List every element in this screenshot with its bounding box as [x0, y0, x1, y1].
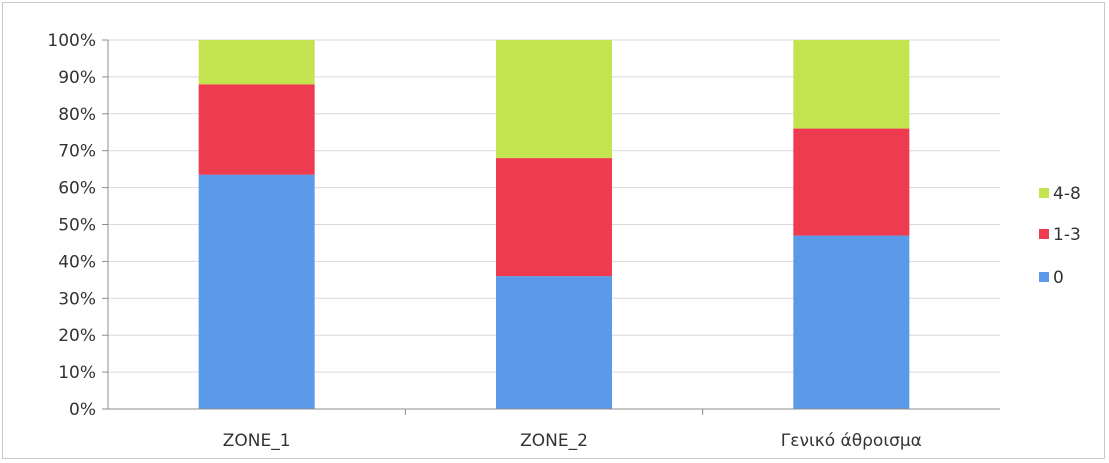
y-tick-label: 90%	[58, 68, 96, 88]
legend-label: 4-8	[1053, 184, 1081, 204]
legend-swatch	[1039, 229, 1049, 239]
y-axis: 0% 10% 20% 30% 40% 50% 60% 70% 80% 90% 100%	[47, 31, 109, 420]
bar-segment	[198, 174, 315, 409]
y-tick-label: 80%	[58, 105, 96, 125]
legend-swatch	[1039, 272, 1049, 282]
bar-segment	[496, 158, 612, 277]
y-tick-label: 20%	[58, 326, 96, 346]
y-tick-label: 0%	[69, 400, 96, 420]
bar-segment	[793, 128, 910, 236]
y-tick-label: 100%	[47, 31, 96, 51]
y-tick-label: 30%	[58, 289, 96, 309]
y-tick-label: 40%	[58, 252, 96, 272]
x-category-label: ZONE_1	[223, 431, 291, 451]
x-category-label: Γενικό άθροισμα	[781, 431, 922, 451]
legend: 4-8 1-3 0	[1039, 184, 1081, 288]
legend-swatch	[1039, 188, 1049, 198]
y-tick-label: 70%	[58, 142, 96, 162]
bar-segment	[496, 40, 612, 159]
y-tick-label: 50%	[58, 216, 96, 236]
y-tick-label: 10%	[58, 363, 96, 383]
legend-label: 0	[1053, 268, 1064, 288]
x-axis: ZONE_1 ZONE_2 Γενικό άθροισμα	[108, 408, 1000, 451]
bar-segment	[496, 276, 612, 409]
bar-segment	[793, 235, 910, 409]
bars	[198, 40, 910, 409]
x-category-label: ZONE_2	[520, 431, 588, 451]
bar-segment	[793, 40, 910, 129]
y-tick-label: 60%	[58, 179, 96, 199]
bar-segment	[198, 84, 315, 175]
bar-segment	[198, 40, 315, 85]
legend-label: 1-3	[1053, 225, 1081, 245]
